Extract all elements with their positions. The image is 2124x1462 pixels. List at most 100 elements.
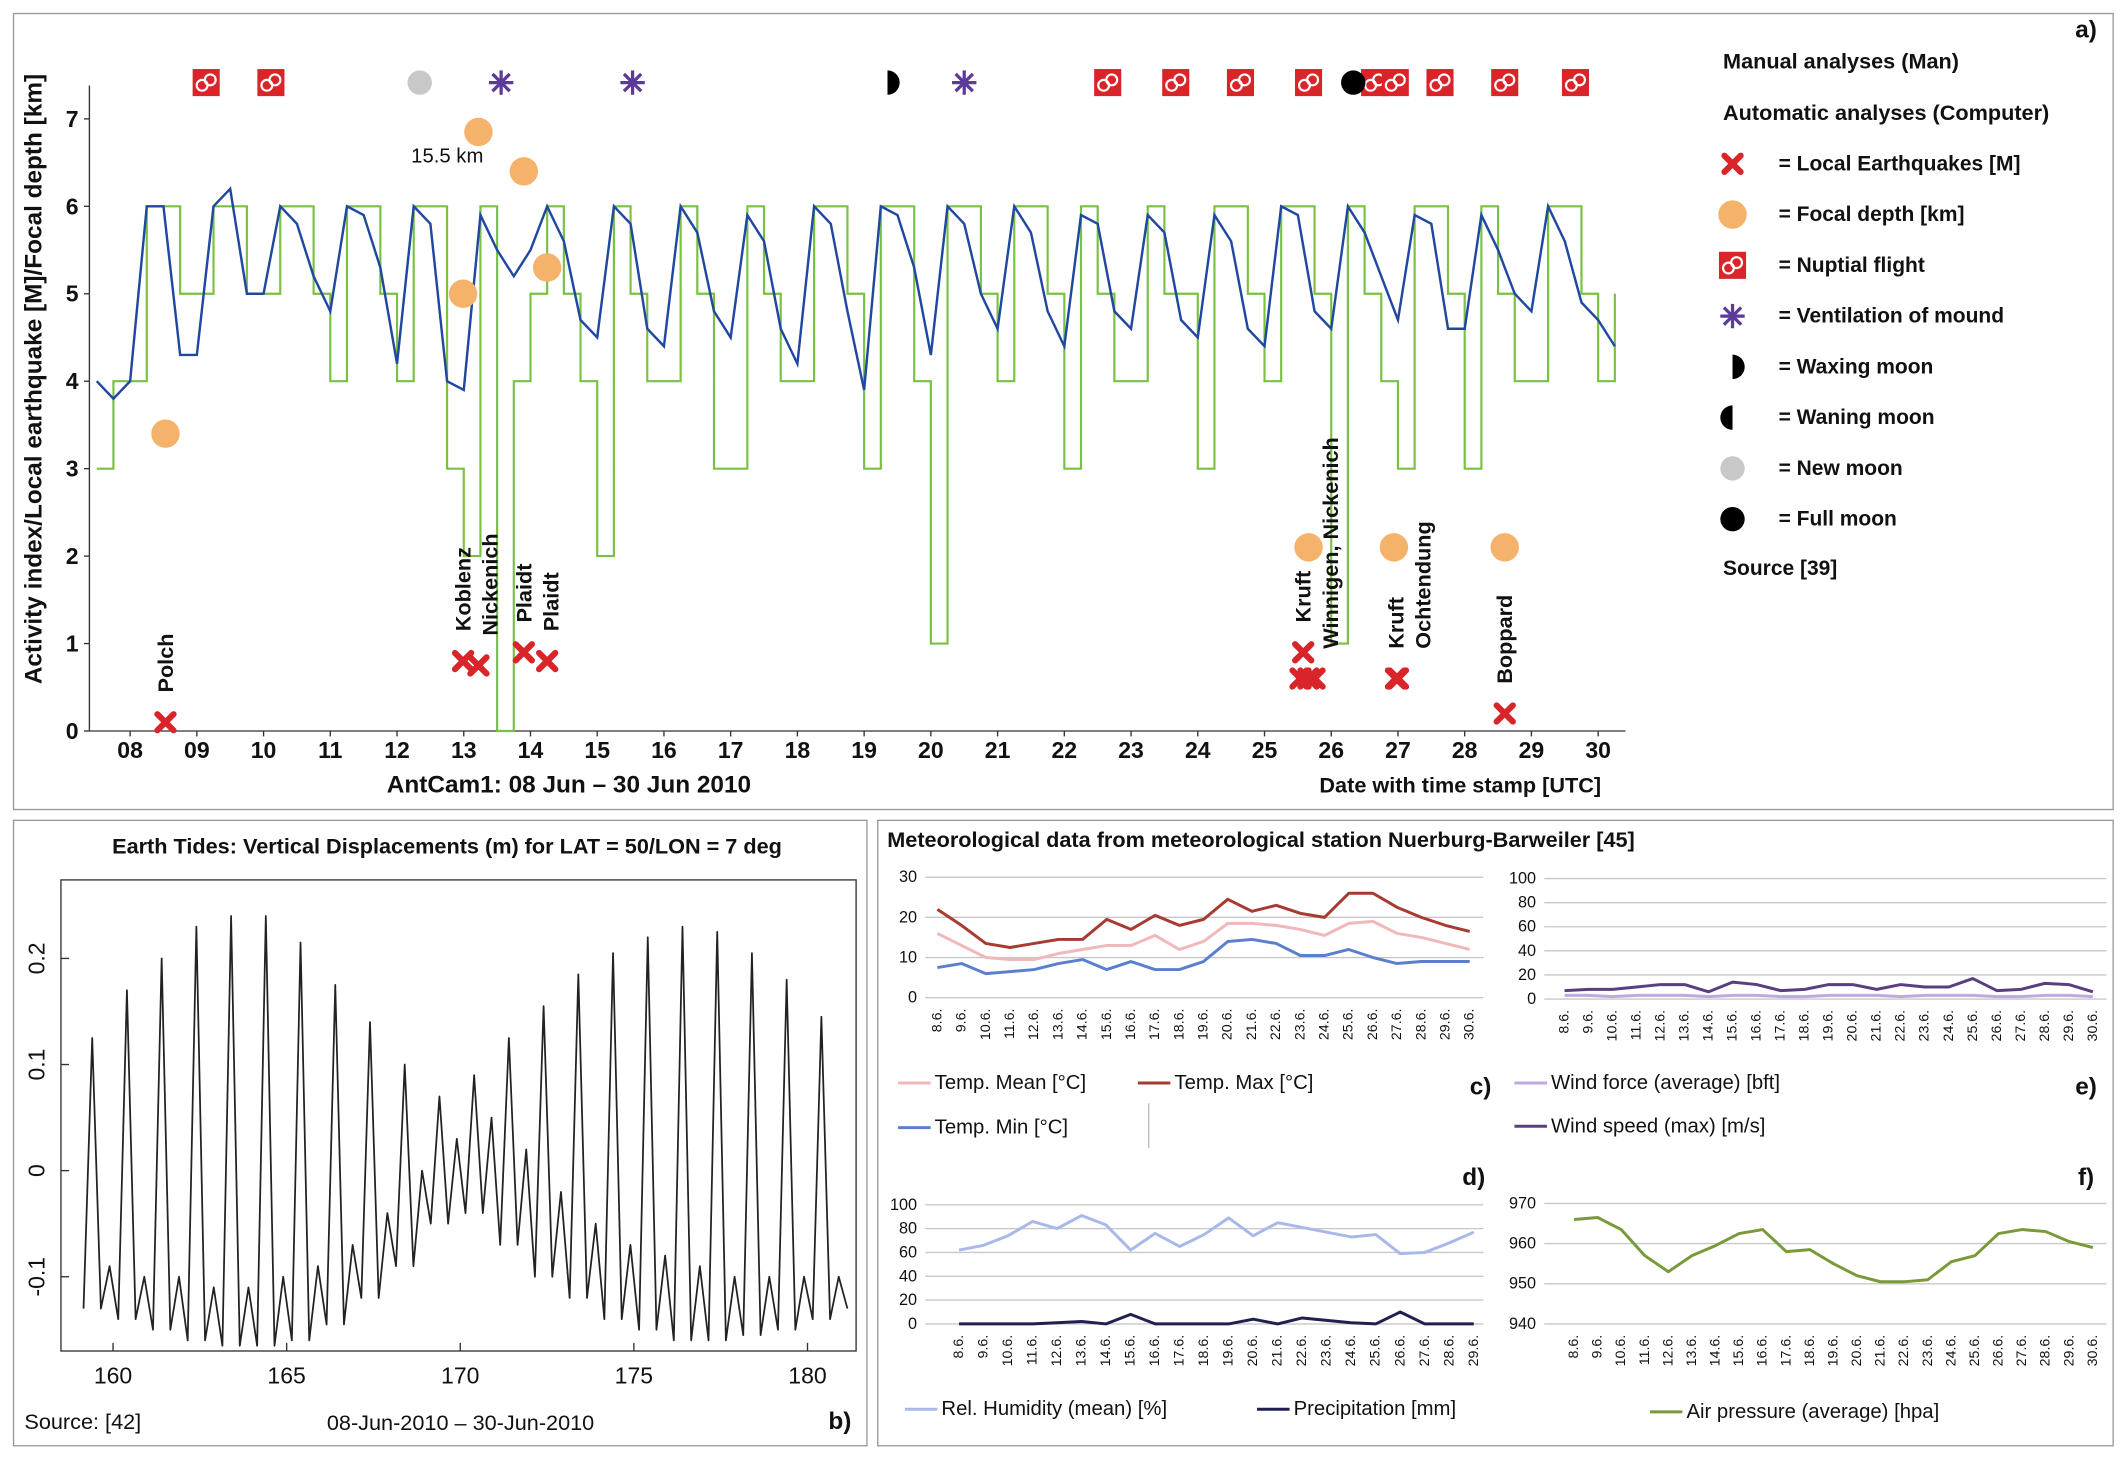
x-tick-label: 17.6.: [1147, 1009, 1163, 1041]
quake-label: Plaidt: [538, 572, 563, 631]
legend-label: Wind force (average) [bft]: [1551, 1072, 1780, 1094]
focal-depth-icon: [509, 157, 539, 186]
x-tick-label: 20.6.: [1845, 1010, 1861, 1042]
x-tick-label: 27: [1385, 737, 1411, 763]
legend-label: Temp. Min [°C]: [935, 1117, 1068, 1139]
icon-ring: [1730, 256, 1744, 270]
y-tick-label: 7: [66, 106, 79, 132]
icon-disc: [509, 157, 539, 186]
x-tick-label: 29.6.: [1466, 1335, 1482, 1367]
x-tick-label: 16.6.: [1147, 1335, 1163, 1367]
x-tick-label: 13: [451, 737, 477, 763]
quake-icon: [154, 711, 177, 734]
focal-depth-icon: [151, 419, 180, 448]
x-tick-label: 16.6.: [1755, 1335, 1771, 1367]
quake-icon: [512, 641, 535, 664]
quake-icon: [1303, 667, 1326, 690]
legend-label: = Ventilation of mound: [1779, 305, 2004, 328]
x-tick-label: 17.6.: [1172, 1335, 1188, 1367]
focal-depth-icon: [1718, 200, 1747, 229]
x-tick-label: 25.6.: [1967, 1335, 1983, 1367]
y-tick-label: 60: [899, 1243, 917, 1261]
quake-label: Kruft: [1291, 571, 1316, 623]
legend-label: Rel. Humidity (mean) [%]: [941, 1398, 1167, 1420]
nuptial-flight-icon: [1094, 69, 1122, 97]
y-tick-label: 0: [24, 1164, 50, 1177]
x-tick-label: 30: [1585, 737, 1611, 763]
icon-stroke: [622, 72, 643, 93]
icon-ring: [268, 73, 282, 87]
x-tick-label: 19.6.: [1825, 1335, 1841, 1367]
series-line: [958, 1214, 1475, 1256]
x-tick-label: 13.6.: [1050, 1009, 1066, 1041]
icon-disc: [448, 279, 478, 308]
x-tick-label: 9.6.: [954, 1009, 970, 1033]
waxing-moon-icon: [1732, 354, 1745, 380]
legend-label: Air pressure (average) [hpa]: [1686, 1401, 1939, 1423]
icon-disc: [464, 117, 493, 147]
x-tick-label: 12: [384, 737, 410, 763]
quake-label: Boppard: [1492, 595, 1517, 684]
x-tick-label: 10.6.: [978, 1009, 994, 1041]
x-tick-label: 11.6.: [1629, 1010, 1645, 1041]
x-tick-label: 22.6.: [1268, 1009, 1284, 1041]
x-tick-label: 28.6.: [1441, 1335, 1457, 1367]
waxing-moon-icon: [887, 70, 900, 95]
panel-label: a): [2075, 16, 2097, 43]
icon-cross: [1292, 641, 1315, 664]
x-tick-label: 13.6.: [1677, 1010, 1693, 1042]
quake-label: Koblenz: [451, 547, 476, 631]
quake-label: Polch: [153, 634, 178, 693]
quake-icon: [535, 649, 559, 673]
x-tick-label: 26.6.: [1989, 1010, 2005, 1042]
x-tick-label: 26.6.: [1991, 1335, 2007, 1367]
x-tick-label: 15.6.: [1731, 1335, 1747, 1367]
focal-depth-icon: [448, 279, 478, 308]
x-tick-label: 19.6.: [1221, 1335, 1237, 1367]
new-moon-icon: [407, 70, 432, 95]
x-tick-label: 28.6.: [2037, 1010, 2053, 1042]
y-tick-label: 3: [66, 456, 79, 482]
icon-disc: [1720, 506, 1745, 532]
y-tick-label: 20: [1518, 966, 1536, 984]
icon-ring: [1306, 73, 1320, 87]
y-tick-label: 2: [66, 543, 79, 569]
icon-ring: [1105, 73, 1119, 87]
series-line: [936, 919, 1471, 962]
ventilation-icon: [488, 70, 514, 95]
x-tick-label: 15.6.: [1725, 1010, 1741, 1042]
icon-cross: [1493, 702, 1516, 725]
x-tick-label: 11.6.: [1002, 1009, 1018, 1040]
icon-ring: [1173, 73, 1187, 87]
legend-label: Automatic analyses (Computer): [1723, 100, 2049, 125]
x-tick-label: 19.6.: [1821, 1010, 1837, 1042]
quake-icon: [1721, 152, 1744, 175]
x-tick-label: 18.6.: [1797, 1010, 1813, 1042]
icon-cross: [1721, 152, 1744, 175]
focal-depth-icon: [1379, 533, 1409, 562]
x-tick-label: 22.6.: [1896, 1335, 1912, 1367]
x-tick-label: 24.6.: [1943, 1335, 1959, 1367]
x-tick-label: 27.6.: [1417, 1335, 1433, 1367]
y-tick-label: 100: [1509, 870, 1536, 888]
series-line: [959, 1310, 1474, 1326]
legend-label: Precipitation [mm]: [1294, 1398, 1456, 1420]
icon-disc: [1341, 70, 1366, 95]
x-tick-label: 175: [615, 1362, 653, 1388]
icon-stroke: [954, 72, 974, 93]
x-tick-label: 20.6.: [1245, 1335, 1261, 1367]
x-tick-label: 08: [117, 737, 143, 763]
period: 08-Jun-2010 – 30-Jun-2010: [327, 1410, 594, 1435]
panel-label: f): [2078, 1164, 2094, 1191]
y-tick-label: -0.1: [24, 1257, 50, 1297]
y-tick-label: 1: [66, 631, 79, 657]
nuptial-flight-icon: [1162, 69, 1190, 97]
quake-icon: [1292, 641, 1315, 664]
x-tick-label: 25.6.: [1341, 1009, 1357, 1041]
x-tick-label: 21: [985, 737, 1011, 763]
x-tick-label: 24.6.: [1317, 1009, 1333, 1041]
x-tick-label: 14: [518, 737, 544, 763]
legend-label: = Focal depth [km]: [1779, 203, 1965, 226]
x-tick-label: 20.6.: [1220, 1009, 1236, 1041]
x-tick-label: 12.6.: [1660, 1335, 1676, 1367]
